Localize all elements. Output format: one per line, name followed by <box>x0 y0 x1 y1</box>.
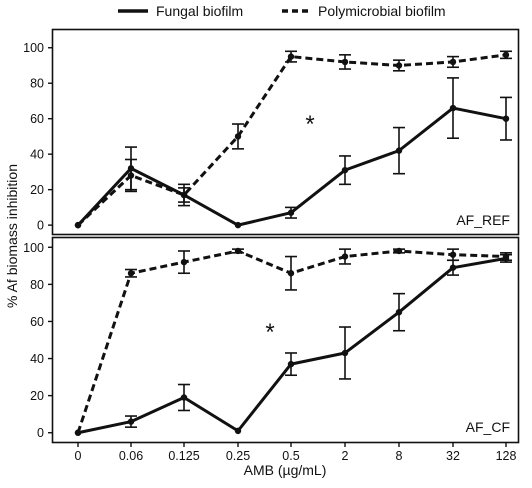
data-point <box>74 429 82 436</box>
x-tick-label: 0.125 <box>168 449 199 463</box>
y-tick-label: 60 <box>30 112 44 126</box>
y-tick-label: 40 <box>30 352 44 366</box>
data-point <box>341 58 349 66</box>
data-point <box>180 394 188 401</box>
data-point <box>395 247 403 255</box>
data-point <box>341 166 349 174</box>
x-tick-label: 32 <box>446 449 460 463</box>
data-point <box>127 270 135 277</box>
data-point <box>502 115 510 122</box>
data-point <box>395 62 403 69</box>
data-point <box>234 133 242 140</box>
data-point <box>234 221 242 229</box>
data-point <box>449 264 457 271</box>
data-point <box>287 53 295 60</box>
data-point <box>74 221 82 229</box>
x-tick-label: 0.06 <box>119 449 143 463</box>
y-tick-label: 60 <box>30 315 44 329</box>
data-point <box>287 360 295 368</box>
y-tick-label: 20 <box>30 389 44 403</box>
significance-star-top: * <box>305 111 314 138</box>
data-point <box>287 209 295 216</box>
panel-label-af-ref: AF_REF <box>456 212 510 228</box>
data-point <box>341 253 349 260</box>
data-point <box>180 258 188 266</box>
top-panel-frame <box>51 28 520 236</box>
x-tick-label: 0.25 <box>226 449 250 463</box>
legend-label-polymicrobial: Polymicrobial biofilm <box>318 3 446 19</box>
data-point <box>449 104 457 112</box>
series-line-polymicrobial <box>76 53 507 227</box>
y-tick-label: 20 <box>30 183 44 197</box>
x-axis-title: AMB (µg/mL) <box>244 462 327 478</box>
x-tick-label: 0.5 <box>282 449 299 463</box>
y-axis-title: % Af biomass inhibition <box>4 164 20 308</box>
plot-layer: 0 20 40 60 80 100 0 20 40 60 80 100 0 0.06 0.125 0.25 0.… <box>23 41 516 463</box>
panel-label-af-cf: AF_CF <box>466 419 510 435</box>
y-tick-label: 0 <box>37 219 44 233</box>
significance-star-bottom: * <box>265 319 274 346</box>
data-point <box>234 247 242 255</box>
x-tick-label: 0 <box>75 449 82 463</box>
x-tick-label: 128 <box>496 449 517 463</box>
y-tick-label: 80 <box>30 77 44 91</box>
data-point <box>395 147 403 154</box>
y-tick-label: 100 <box>23 241 44 255</box>
y-tick-label: 0 <box>37 426 44 440</box>
x-tick-label: 2 <box>342 449 349 463</box>
y-tick-label: 80 <box>30 278 44 292</box>
data-point <box>341 349 349 357</box>
data-point <box>502 253 510 260</box>
data-point <box>234 427 242 435</box>
legend-label-fungal: Fungal biofilm <box>156 3 243 19</box>
data-point <box>395 308 403 316</box>
bottom-panel-frame <box>51 236 520 444</box>
data-point <box>449 251 457 258</box>
legend: Fungal biofilm Polymicrobial biofilm <box>118 3 446 19</box>
data-point <box>180 191 188 199</box>
data-point <box>127 418 135 425</box>
data-point <box>449 58 457 66</box>
y-tick-label: 100 <box>23 41 44 55</box>
data-point <box>502 51 510 59</box>
series-line-fungal <box>77 256 507 435</box>
y-tick-label: 40 <box>30 148 44 162</box>
data-point <box>287 270 295 277</box>
x-tick-label: 8 <box>396 449 403 463</box>
data-point <box>127 172 135 179</box>
